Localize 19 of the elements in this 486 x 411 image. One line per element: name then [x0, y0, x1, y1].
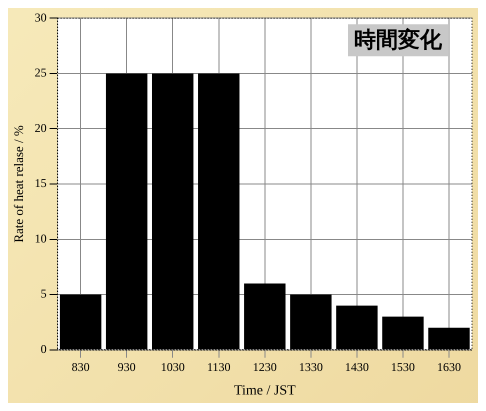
y-tick-label: 20 — [34, 120, 47, 135]
x-tick-label: 1330 — [298, 360, 323, 374]
y-tick-label: 0 — [40, 342, 47, 356]
x-tick-label: 930 — [118, 360, 136, 374]
annotation: 時間変化 — [354, 26, 443, 53]
x-tick-label: 1130 — [206, 360, 231, 374]
x-tick-label: 1430 — [344, 360, 369, 374]
y-tick-label: 10 — [34, 231, 47, 246]
x-tick-label: 1630 — [436, 360, 461, 374]
y-axis-title: Rate of heat relase / % — [11, 125, 26, 243]
x-axis-title: Time / JST — [234, 383, 296, 398]
x-tick-label: 1230 — [252, 360, 277, 374]
x-tick-label: 1530 — [390, 360, 415, 374]
x-tick-label: 1030 — [160, 360, 185, 374]
y-tick-label: 25 — [34, 66, 47, 80]
y-tick-label: 5 — [40, 286, 47, 301]
y-tick-label: 30 — [34, 10, 47, 24]
y-tick-label: 15 — [34, 176, 47, 190]
x-tick-label: 830 — [72, 360, 90, 374]
